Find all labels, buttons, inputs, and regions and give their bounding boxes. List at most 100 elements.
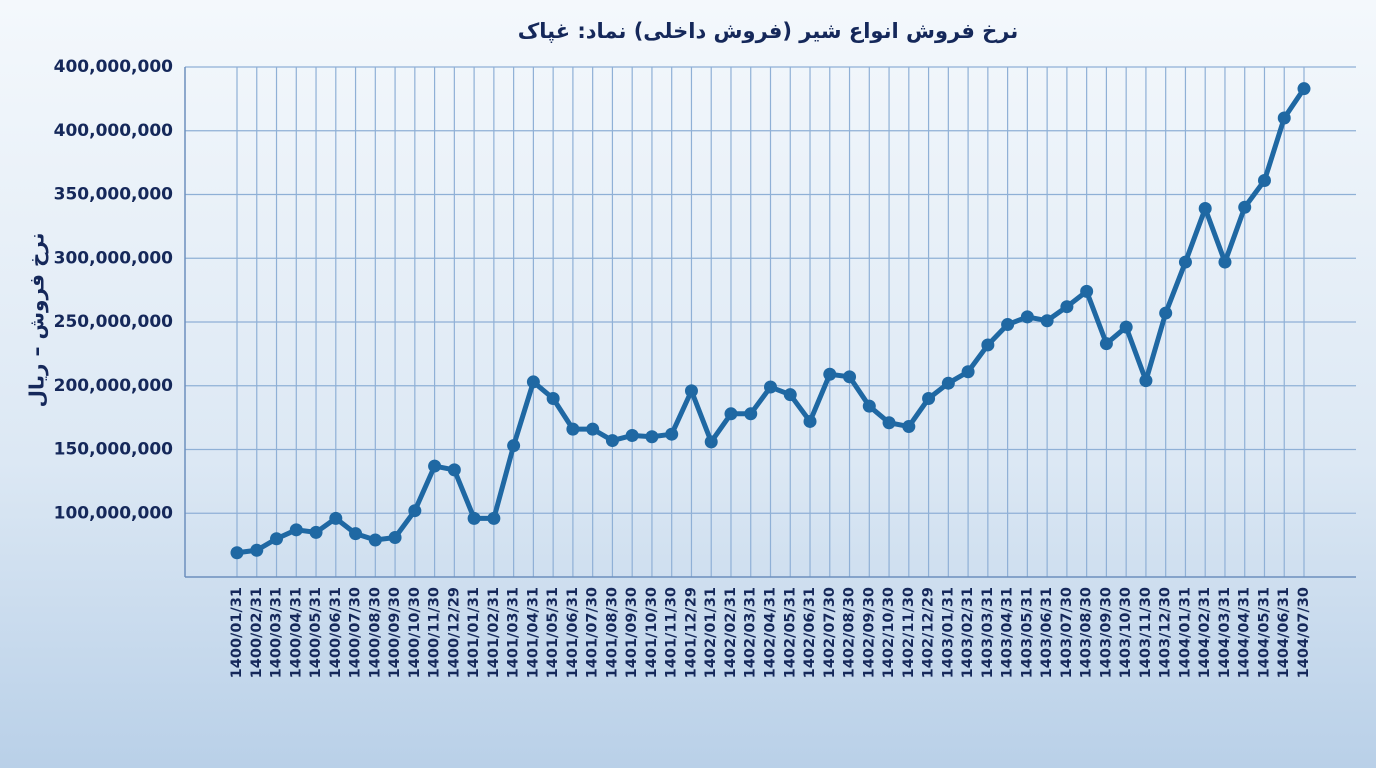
marker [665,427,679,441]
marker [981,338,995,352]
x-tick-label: 1401/12/29 [683,587,699,678]
marker [803,414,817,428]
marker [1238,200,1252,214]
marker [408,504,422,518]
x-tick-label: 1400/12/29 [446,587,462,678]
marker [684,384,698,398]
marker [961,365,975,379]
marker [605,434,619,448]
x-tick-label: 1404/07/30 [1296,587,1312,678]
marker [1040,314,1054,328]
marker [1099,337,1113,351]
marker [526,375,540,389]
marker [625,428,639,442]
x-tick-label: 1401/10/30 [644,587,660,678]
x-tick-label: 1401/04/31 [525,587,541,678]
x-tick-label: 1403/04/31 [1000,587,1016,678]
x-tick-label: 1401/02/31 [486,587,502,678]
marker [823,367,837,381]
marker [1277,111,1291,125]
x-tick-label: 1402/01/31 [703,587,719,678]
marker [1198,202,1212,216]
x-tick-label: 1401/08/30 [604,587,620,678]
x-tick-label: 1400/11/30 [427,587,443,678]
y-tick-label: 300,000,000 [54,248,174,268]
x-tick-label: 1400/07/30 [348,587,364,678]
marker [1159,306,1173,320]
x-tick-label: 1401/07/30 [585,587,601,678]
x-tick-label: 1403/02/31 [960,587,976,678]
marker [1178,255,1192,269]
x-tick-label: 1402/06/31 [802,587,818,678]
marker [289,523,303,537]
marker [902,420,916,434]
marker [862,399,876,413]
y-tick-label: 400,000,000 [54,57,174,77]
marker [704,435,718,449]
x-tick-label: 1402/02/31 [723,587,739,678]
x-tick-label: 1403/07/30 [1059,587,1075,678]
marker [843,370,857,384]
x-tick-label: 1403/12/30 [1158,587,1174,678]
x-tick-label: 1401/06/31 [565,587,581,678]
x-tick-label: 1401/05/31 [545,587,561,678]
marker [230,546,244,560]
x-tick-label: 1400/03/31 [269,587,285,678]
x-tick-label: 1402/04/31 [763,587,779,678]
x-tick-label: 1402/05/31 [782,587,798,678]
x-tick-label: 1400/02/31 [249,587,265,678]
marker [764,380,777,394]
marker [349,527,363,541]
marker [507,439,521,453]
marker [1060,300,1074,314]
x-tick-label: 1404/01/31 [1177,587,1193,678]
x-tick-label: 1403/10/30 [1118,587,1134,678]
marker [783,388,797,402]
y-tick-label: 250,000,000 [54,312,174,332]
x-tick-label: 1402/09/30 [861,587,877,678]
marker [250,543,264,557]
x-tick-label: 1403/08/30 [1079,587,1095,678]
x-tick-label: 1404/05/31 [1256,587,1272,678]
marker [724,407,738,421]
marker [546,392,560,405]
x-tick-label: 1404/03/31 [1217,587,1233,678]
x-tick-label: 1403/06/31 [1039,587,1055,678]
marker [329,511,343,525]
marker [428,459,442,473]
y-tick-label: 150,000,000 [54,440,174,460]
x-tick-label: 1402/10/30 [881,587,897,678]
marker [487,511,501,525]
x-tick-label: 1402/08/30 [842,587,858,678]
y-axis-label: نرخ فروش – ریال [25,233,49,408]
x-tick-label: 1403/11/30 [1138,587,1154,678]
marker [586,422,600,436]
y-tick-label: 350,000,000 [54,185,174,205]
x-tick-label: 1401/03/31 [506,587,522,678]
marker [1001,318,1015,332]
y-tick-label: 400,000,000 [54,121,174,141]
marker [388,530,402,544]
x-tick-label: 1400/08/30 [367,587,383,678]
x-tick-label: 1402/12/29 [921,587,937,678]
x-tick-label: 1400/01/31 [229,587,245,678]
marker [941,376,955,390]
x-tick-label: 1404/02/31 [1197,587,1213,678]
marker [744,407,758,421]
y-tick-label: 100,000,000 [54,503,174,523]
marker [1218,255,1232,269]
marker [270,532,284,546]
marker [645,430,659,444]
marker [1257,173,1271,187]
chart-title: نرخ فروش انواع شیر (فروش داخلی) نماد: غپ… [518,19,1018,43]
marker [1119,320,1133,334]
x-tick-label: 1403/05/31 [1019,587,1035,678]
x-tick-label: 1401/01/31 [466,587,482,678]
marker [309,525,323,539]
x-tick-label: 1402/07/30 [822,587,838,678]
x-tick-label: 1403/03/31 [980,587,996,678]
x-tick-label: 1402/11/30 [901,587,917,678]
x-tick-label: 1403/09/30 [1098,587,1114,678]
marker [1020,310,1034,324]
